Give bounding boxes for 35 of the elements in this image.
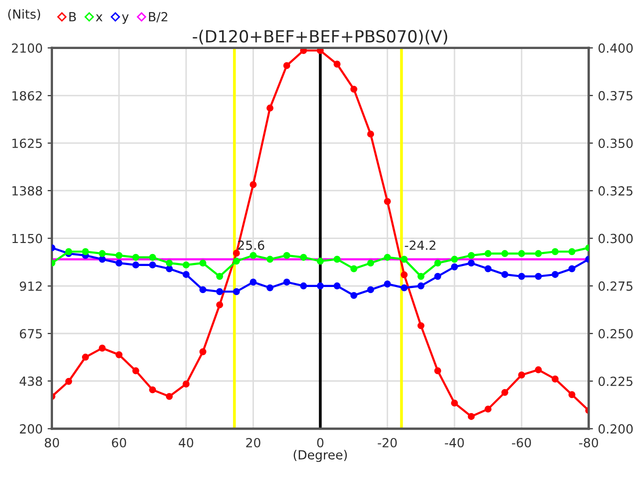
y2-tick-label: 0.375 xyxy=(598,90,632,100)
y2-tick-label: 0.300 xyxy=(598,234,633,244)
x-tick-label: 20 xyxy=(246,438,260,448)
x-tick-label: 40 xyxy=(178,438,194,448)
x-tick-label: 0 xyxy=(317,438,324,448)
x-tick-label: 60 xyxy=(112,438,126,448)
y-tick-label: 2100 xyxy=(12,43,42,53)
legend-label: x xyxy=(96,14,102,22)
legend-label: B/2 xyxy=(149,12,168,22)
y2-tick-label: 0.200 xyxy=(598,424,633,434)
x-tick-label: -60 xyxy=(512,438,531,448)
legend-label: B xyxy=(69,12,76,22)
chart-title: -(D120+BEF+BEF+PBS070)(V) xyxy=(192,30,448,45)
y2-tick-label: 0.350 xyxy=(598,138,633,148)
y2-tick-label: 0.275 xyxy=(598,281,632,291)
y-axis-title: (Nits) xyxy=(8,9,40,20)
annotation: -24.2 xyxy=(404,240,436,250)
y-tick-label: 438 xyxy=(20,376,42,386)
legend-label: y xyxy=(122,14,129,24)
y-tick-label: 912 xyxy=(20,281,42,291)
y-tick-label: 200 xyxy=(20,424,42,434)
x-tick-label: -20 xyxy=(378,438,397,448)
y-tick-label: 1862 xyxy=(12,91,42,101)
y2-tick-label: 0.325 xyxy=(598,186,632,196)
y-tick-label: 1150 xyxy=(12,234,42,244)
x-axis-title: (Degree) xyxy=(294,450,347,462)
x-tick-label: -80 xyxy=(579,438,598,448)
y2-tick-label: 0.225 xyxy=(598,376,632,386)
y-tick-label: 675 xyxy=(20,328,42,338)
x-tick-label: -40 xyxy=(444,438,464,448)
x-tick-label: 80 xyxy=(44,438,60,448)
y-tick-label: 1388 xyxy=(12,186,42,196)
y-tick-label: 1625 xyxy=(12,138,42,148)
y2-tick-label: 0.400 xyxy=(598,43,633,53)
y2-tick-label: 0.250 xyxy=(598,328,633,338)
